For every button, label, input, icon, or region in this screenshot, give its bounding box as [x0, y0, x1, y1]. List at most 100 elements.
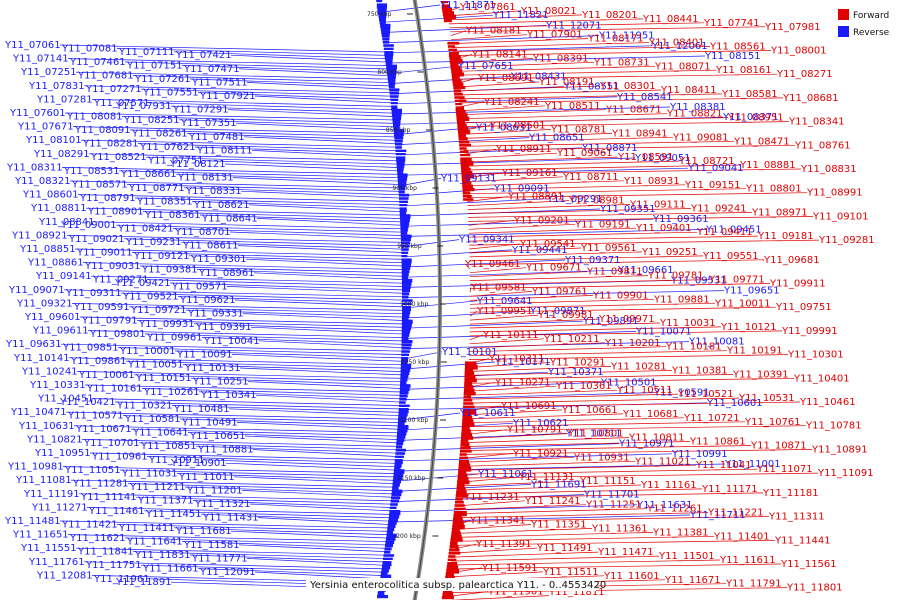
reverse-gene-label: Y11_07261 [134, 74, 191, 85]
reverse-leader-line [232, 177, 403, 185]
reverse-leader-line [405, 290, 725, 298]
scale-tick-label: 1150 kbp [397, 475, 425, 482]
forward-gene-glyph [448, 52, 459, 58]
reverse-gene-glyph [390, 98, 399, 101]
reverse-gene-label: Y11_10131 [184, 363, 241, 374]
reverse-gene-glyph [400, 377, 408, 382]
forward-gene-label: Y11_10531 [738, 393, 795, 404]
forward-gene-label: Y11_10391 [732, 369, 789, 380]
backbone-core [414, 0, 441, 600]
reverse-leader-line [191, 201, 404, 209]
reverse-leader-line [395, 96, 618, 105]
reverse-gene-label: Y11_11061 [477, 469, 534, 480]
reverse-gene-glyph [390, 95, 399, 98]
reverse-leader-line [122, 415, 402, 423]
reverse-gene-label: Y11_11481 [4, 516, 61, 527]
reverse-gene-glyph [399, 207, 407, 213]
forward-gene-label: Y11_10401 [793, 373, 850, 384]
forward-leader-line [469, 251, 643, 258]
reverse-leader-line [198, 391, 404, 400]
reverse-leader-line [68, 357, 405, 366]
reverse-leader-line [199, 214, 405, 223]
reverse-leader-line [246, 558, 387, 566]
reverse-leader-line [391, 514, 691, 523]
reverse-leader-line [67, 58, 391, 66]
reverse-leader-line [174, 350, 406, 359]
reverse-gene-label: Y11_08541 [616, 92, 673, 103]
reverse-gene-label: Y11_12071 [545, 20, 602, 31]
forward-leader-line [464, 433, 569, 439]
forward-gene-glyph [460, 157, 472, 163]
forward-gene-glyph [455, 494, 468, 498]
forward-leader-line [467, 208, 692, 214]
reverse-leader-line [189, 554, 387, 563]
reverse-gene-glyph [380, 571, 388, 576]
reverse-gene-label: Y11_10851 [140, 441, 197, 452]
reverse-gene-glyph [397, 421, 405, 426]
reverse-gene-label: Y11_08251 [123, 115, 180, 126]
reverse-gene-glyph [380, 23, 391, 28]
forward-gene-glyph [458, 140, 470, 144]
forward-leader-line [469, 334, 484, 341]
forward-gene-label: Y11_08191 [538, 77, 595, 88]
reverse-gene-glyph [394, 136, 404, 140]
reverse-gene-glyph [397, 431, 407, 436]
reverse-gene-label: Y11_08871 [581, 143, 638, 154]
reverse-gene-label: Y11_11051 [64, 465, 121, 476]
forward-gene-label: Y11_09241 [690, 204, 747, 215]
reverse-gene-glyph [381, 30, 390, 34]
reverse-leader-line [404, 218, 654, 227]
reverse-gene-glyph [398, 404, 410, 407]
forward-leader-line [469, 295, 594, 301]
forward-leader-line [468, 216, 814, 222]
forward-gene-label: Y11_10521 [677, 389, 734, 400]
reverse-gene-glyph [385, 537, 396, 541]
reverse-gene-label: Y11_09601 [24, 312, 81, 323]
reverse-leader-line [242, 313, 406, 321]
reverse-leader-line [120, 292, 407, 301]
reverse-leader-line [138, 442, 400, 451]
reverse-gene-label: Y11_07551 [142, 88, 199, 99]
forward-gene-label: Y11_11241 [524, 496, 581, 507]
forward-leader-line [450, 26, 766, 33]
reverse-gene-label: Y11_07271 [85, 84, 142, 95]
forward-gene-label: Y11_07861 [459, 2, 516, 13]
reverse-gene-glyph [398, 193, 410, 197]
forward-gene-label: Y11_09991 [781, 326, 838, 337]
reverse-gene-label: Y11_12081 [36, 570, 93, 581]
leader-lines [59, 4, 820, 600]
reverse-leader-line [72, 126, 399, 134]
forward-gene-label: Y11_07981 [764, 22, 821, 33]
reverse-gene-label: Y11_08861 [27, 258, 84, 269]
forward-gene-label: Y11_09161 [501, 168, 558, 179]
reverse-leader-line [89, 452, 399, 461]
reverse-leader-line [229, 231, 405, 240]
reverse-gene-label: Y11_09371 [564, 255, 621, 266]
reverse-gene-glyph [391, 489, 403, 493]
forward-gene-label: Y11_11021 [634, 456, 691, 467]
reverse-gene-glyph [395, 153, 406, 156]
reverse-gene-glyph [387, 71, 397, 76]
reverse-gene-label: Y11_10321 [116, 400, 173, 411]
reverse-leader-line [392, 76, 512, 84]
reverse-leader-line [231, 354, 406, 362]
forward-gene-label: Y11_11401 [713, 531, 770, 542]
reverse-gene-glyph [397, 173, 408, 178]
forward-gene-label: Y11_09761 [531, 286, 588, 297]
reverse-gene-glyph [377, 591, 385, 595]
reverse-gene-label: Y11_07111 [118, 47, 175, 58]
reverse-gene-glyph [398, 418, 406, 423]
scale-tick-label: 1050 kbp [401, 359, 429, 366]
reverse-leader-line [116, 524, 391, 532]
forward-gene-label: Y11_08391 [532, 53, 589, 64]
forward-gene-label: Y11_11091 [817, 468, 874, 479]
reverse-gene-label: Y11_11681 [175, 526, 232, 537]
reverse-leader-line [224, 163, 402, 172]
forward-gene-label: Y11_08911 [495, 144, 552, 155]
forward-gene-label: Y11_08471 [733, 136, 790, 147]
reverse-gene-label: Y11_10241 [21, 366, 78, 377]
forward-gene-label: Y11_10271 [494, 377, 551, 388]
forward-leader-line [462, 129, 552, 135]
forward-gene-glyph [464, 378, 477, 383]
reverse-gene-label: Y11_11431 [202, 513, 259, 524]
